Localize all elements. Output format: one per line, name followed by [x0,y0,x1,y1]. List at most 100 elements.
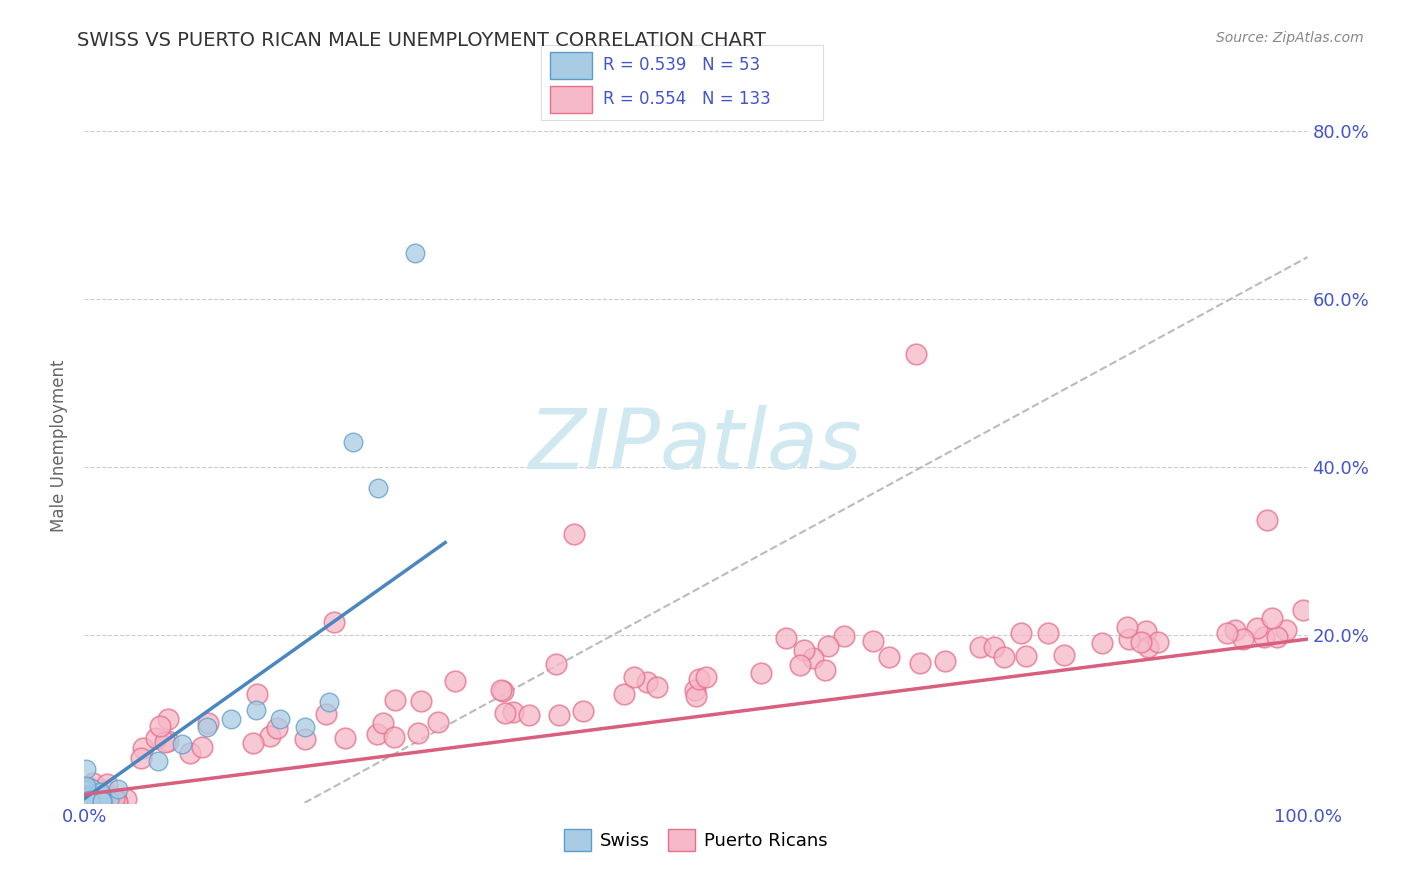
Point [83,793,105,807]
Point [294,720,316,734]
Point [91,796,114,810]
Point [76,786,98,800]
Point [266,721,288,735]
Point [817,639,839,653]
Point [73,790,96,805]
Point [502,705,524,719]
Point [100,795,122,809]
Point [80,796,103,810]
Point [862,633,884,648]
Point [75,791,97,805]
Point [75,796,97,810]
Point [489,682,512,697]
Point [104,794,127,808]
Point [1118,632,1140,646]
Point [146,754,169,768]
Point [100,794,122,808]
Point [82,784,104,798]
Point [73,796,96,810]
Point [444,673,467,688]
Point [75,789,97,803]
Point [82,776,104,790]
Point [86,794,108,808]
Point [114,792,136,806]
Point [1010,626,1032,640]
Point [1275,623,1298,637]
Point [82,795,104,809]
Bar [550,52,592,78]
Point [367,481,389,495]
Point [688,673,710,687]
Point [75,793,97,807]
Point [908,657,931,671]
Point [934,654,956,668]
Point [75,779,97,793]
Point [87,793,110,807]
Point [983,640,1005,655]
Point [73,790,96,805]
Point [315,706,337,721]
Point [98,793,121,807]
Point [75,762,97,776]
Point [75,794,97,808]
Point [993,650,1015,665]
Point [775,631,797,645]
Point [80,795,103,809]
Point [366,727,388,741]
Point [90,794,112,808]
Point [384,693,406,707]
Point [191,740,214,755]
Point [75,792,97,806]
Text: SWISS VS PUERTO RICAN MALE UNEMPLOYMENT CORRELATION CHART: SWISS VS PUERTO RICAN MALE UNEMPLOYMENT … [77,31,766,50]
Point [82,793,104,807]
Point [73,786,96,800]
Point [1091,635,1114,649]
Point [75,796,97,810]
Point [73,796,96,810]
Point [832,629,855,643]
Point [76,788,98,802]
Point [73,789,96,803]
Point [384,730,406,744]
Legend: Swiss, Puerto Ricans: Swiss, Puerto Ricans [557,822,835,858]
Point [1223,624,1246,638]
Point [1256,513,1278,527]
Point [259,729,281,743]
Point [492,683,515,698]
Point [73,796,96,810]
Point [197,716,219,731]
Point [1116,620,1139,634]
Point [76,796,98,810]
Point [547,708,569,723]
Point [105,795,128,809]
Point [219,712,242,726]
Point [1036,626,1059,640]
Point [76,785,98,799]
Point [1265,630,1288,644]
Point [103,794,125,808]
Point [107,781,129,796]
Point [318,695,340,709]
Point [73,783,96,797]
Point [1260,611,1282,625]
Point [1146,634,1168,648]
Point [269,712,291,726]
Point [494,706,516,720]
Point [76,796,98,810]
Point [77,796,100,810]
Y-axis label: Male Unemployment: Male Unemployment [51,359,69,533]
Point [83,794,105,808]
Point [1246,621,1268,635]
Point [76,793,98,807]
Point [801,650,824,665]
Point [156,712,179,726]
Point [75,792,97,806]
Point [406,725,429,739]
Point [1135,624,1157,639]
Point [73,793,96,807]
Point [79,793,101,807]
Point [73,793,96,807]
Point [409,694,432,708]
Point [77,791,100,805]
Point [517,708,540,723]
